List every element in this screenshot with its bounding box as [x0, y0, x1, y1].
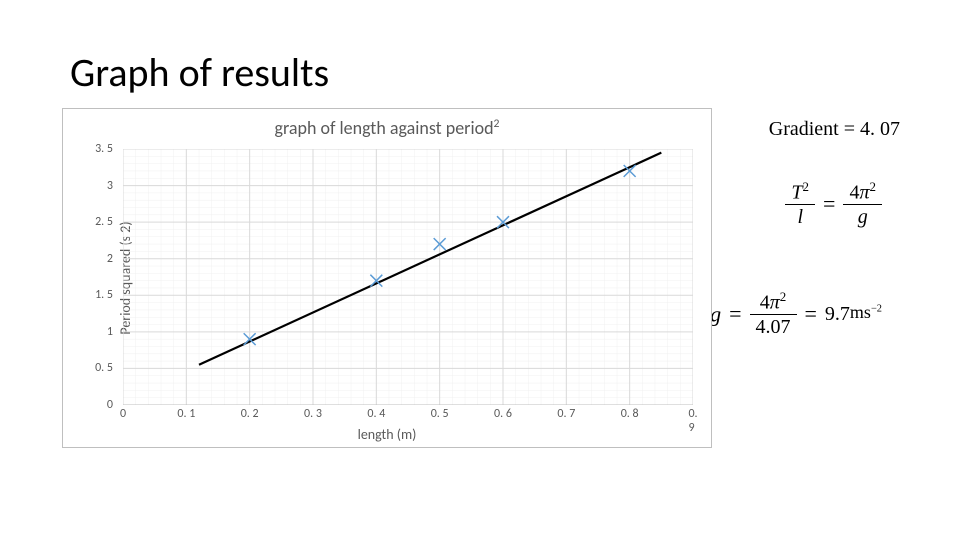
x-tick-label: 0. 3: [304, 407, 322, 421]
x-tick-label: 0. 2: [241, 407, 259, 421]
x-tick-label: 0. 7: [557, 407, 575, 421]
x-axis-label: length (m): [358, 426, 417, 443]
y-tick-label: 0: [107, 398, 113, 412]
y-tick-label: 0. 5: [95, 361, 113, 375]
y-tick-label: 1. 5: [95, 288, 113, 302]
y-tick-label: 3: [107, 179, 113, 193]
chart-title: graph of length against period2: [63, 109, 711, 143]
y-tick-label: 3. 5: [95, 142, 113, 156]
x-tick-label: 0. 1: [177, 407, 195, 421]
x-tick-label: 0. 5: [431, 407, 449, 421]
x-tick-label: 0. 4: [367, 407, 385, 421]
y-tick-label: 2. 5: [95, 215, 113, 229]
x-tick-label: 0. 9: [688, 407, 697, 435]
y-tick-container: 00. 511. 522. 533. 5: [63, 149, 119, 405]
y-tick-label: 2: [107, 252, 113, 266]
y-tick-label: 1: [107, 325, 113, 339]
slide-title: Graph of results: [70, 48, 329, 97]
equation-period-formula: T2 l = 4π2 g: [785, 180, 882, 229]
x-tick-label: 0. 8: [621, 407, 639, 421]
plot-area: [123, 149, 693, 405]
x-tick-label: 0: [120, 407, 126, 421]
x-tick-container: 00. 10. 20. 30. 40. 50. 60. 70. 80. 9: [123, 407, 693, 425]
scatter-plot-svg: [123, 149, 693, 405]
gradient-note: Gradient = 4. 07: [769, 118, 900, 141]
chart-container: graph of length against period2 Period s…: [62, 108, 712, 448]
equation-g-result: g = 4π2 4.07 = 9.7ms−2: [710, 290, 882, 339]
x-tick-label: 0. 6: [494, 407, 512, 421]
